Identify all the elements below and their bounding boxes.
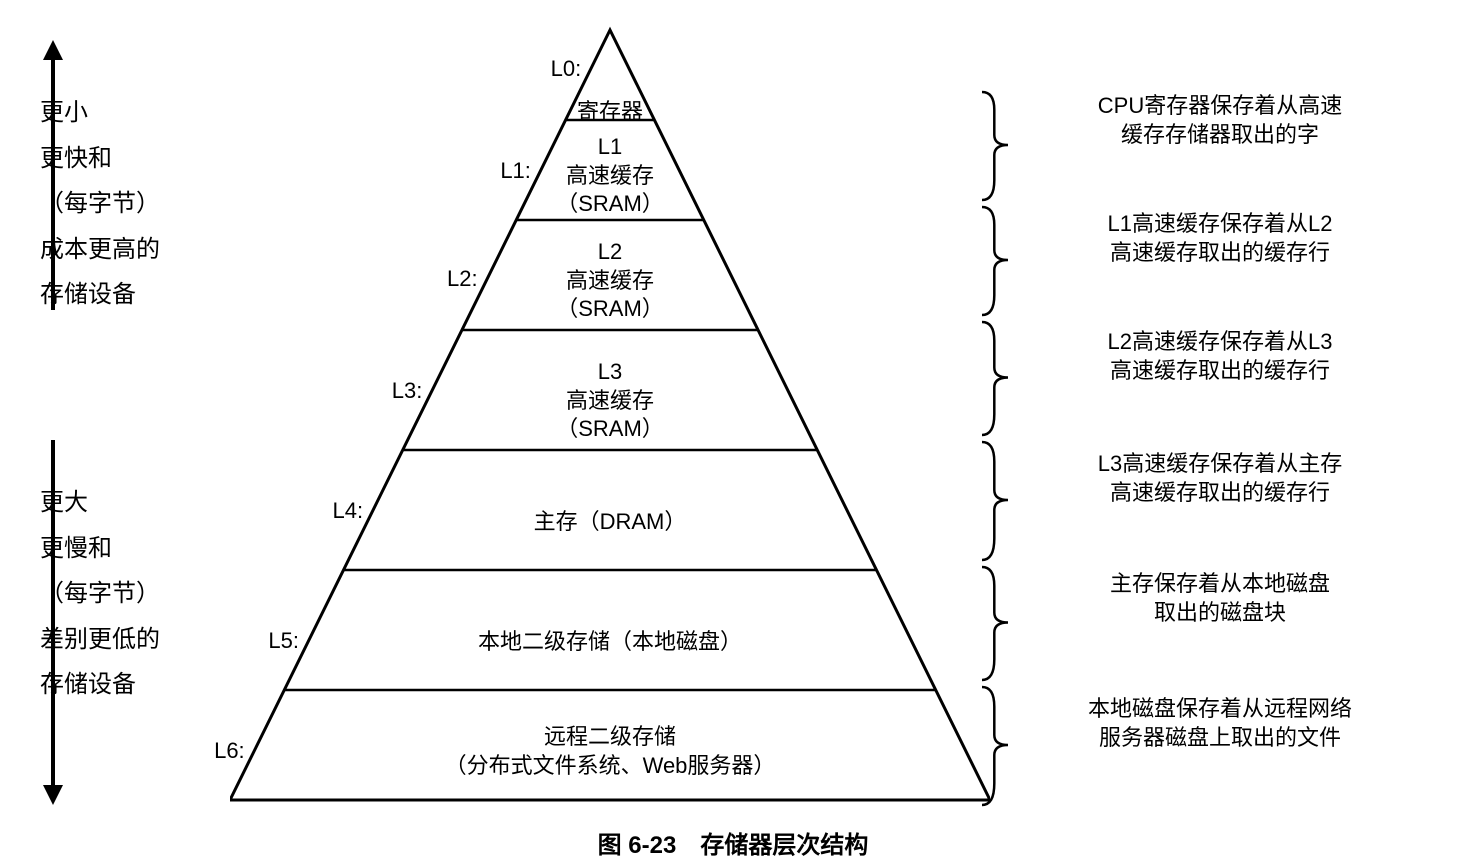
side-bottom-line-2: （每字节） <box>40 571 210 617</box>
annotation-line: 主存保存着从本地磁盘 <box>1020 570 1420 599</box>
level-content-line: L2 <box>410 238 810 267</box>
annotation-line: L2高速缓存保存着从L3 <box>1020 328 1420 357</box>
side-top-line-0: 更小 <box>40 90 210 136</box>
annotation-line: 高速缓存取出的缓存行 <box>1020 479 1420 508</box>
level-content-line: 远程二级存储 <box>410 723 810 752</box>
level-content: 本地二级存储（本地磁盘） <box>410 628 810 657</box>
annotation-line: L3高速缓存保存着从主存 <box>1020 450 1420 479</box>
level-content-line: （SRAM） <box>410 295 810 324</box>
annotation-line: 取出的磁盘块 <box>1020 599 1420 628</box>
level-content-line: （SRAM） <box>410 415 810 444</box>
annotation-text: L1高速缓存保存着从L2高速缓存取出的缓存行 <box>1020 210 1420 267</box>
annotation-line: 缓存存储器取出的字 <box>1020 121 1420 150</box>
level-content-line: 高速缓存 <box>410 267 810 296</box>
side-text-bottom: 更大 更慢和 （每字节） 差别更低的 存储设备 <box>40 480 210 708</box>
level-content: 寄存器 <box>410 98 810 127</box>
annotation-text: L3高速缓存保存着从主存高速缓存取出的缓存行 <box>1020 450 1420 507</box>
level-content-line: 本地二级存储（本地磁盘） <box>410 628 810 657</box>
annotation-line: L1高速缓存保存着从L2 <box>1020 210 1420 239</box>
level-content-line: L3 <box>410 358 810 387</box>
side-top-line-1: 更快和 <box>40 136 210 182</box>
level-content: L1高速缓存（SRAM） <box>410 133 810 219</box>
level-content: 主存（DRAM） <box>410 508 810 537</box>
side-top-line-2: （每字节） <box>40 181 210 227</box>
side-top-line-4: 存储设备 <box>40 272 210 318</box>
annotation-line: 高速缓存取出的缓存行 <box>1020 239 1420 268</box>
level-content-line: 高速缓存 <box>410 162 810 191</box>
brace-icon <box>980 440 1010 564</box>
annotation-text: CPU寄存器保存着从高速缓存存储器取出的字 <box>1020 92 1420 149</box>
annotation-line: 高速缓存取出的缓存行 <box>1020 357 1420 386</box>
brace-icon <box>980 685 1010 809</box>
level-content-line: （分布式文件系统、Web服务器） <box>410 752 810 781</box>
level-content: 远程二级存储（分布式文件系统、Web服务器） <box>410 723 810 780</box>
level-content-line: 寄存器 <box>410 98 810 127</box>
side-text-top: 更小 更快和 （每字节） 成本更高的 存储设备 <box>40 90 210 318</box>
level-content-line: L1 <box>410 133 810 162</box>
brace-icon <box>980 205 1010 319</box>
figure-caption: 图 6-23 存储器层次结构 <box>0 825 1466 860</box>
side-top-line-3: 成本更高的 <box>40 227 210 273</box>
brace-icon <box>980 565 1010 684</box>
annotation-line: CPU寄存器保存着从高速 <box>1020 92 1420 121</box>
diagram-container: 更小 更快和 （每字节） 成本更高的 存储设备 更大 更慢和 （每字节） 差别更… <box>0 0 1466 868</box>
brace-icon <box>980 90 1010 204</box>
side-bottom-line-1: 更慢和 <box>40 526 210 572</box>
level-content-line: 高速缓存 <box>410 387 810 416</box>
annotation-text: 本地磁盘保存着从远程网络服务器磁盘上取出的文件 <box>1020 695 1420 752</box>
annotation-text: 主存保存着从本地磁盘取出的磁盘块 <box>1020 570 1420 627</box>
level-id-label: L4: <box>303 498 363 524</box>
annotation-line: 本地磁盘保存着从远程网络 <box>1020 695 1420 724</box>
annotation-line: 服务器磁盘上取出的文件 <box>1020 724 1420 753</box>
level-id-label: L6: <box>185 738 245 764</box>
level-content-line: 主存（DRAM） <box>410 508 810 537</box>
level-content: L2高速缓存（SRAM） <box>410 238 810 324</box>
level-content-line: （SRAM） <box>410 190 810 219</box>
annotation-text: L2高速缓存保存着从L3高速缓存取出的缓存行 <box>1020 328 1420 385</box>
side-bottom-line-4: 存储设备 <box>40 662 210 708</box>
level-id-label: L0: <box>521 56 581 82</box>
side-bottom-line-3: 差别更低的 <box>40 617 210 663</box>
brace-icon <box>980 320 1010 439</box>
level-content: L3高速缓存（SRAM） <box>410 358 810 444</box>
side-bottom-line-0: 更大 <box>40 480 210 526</box>
level-id-label: L5: <box>239 628 299 654</box>
